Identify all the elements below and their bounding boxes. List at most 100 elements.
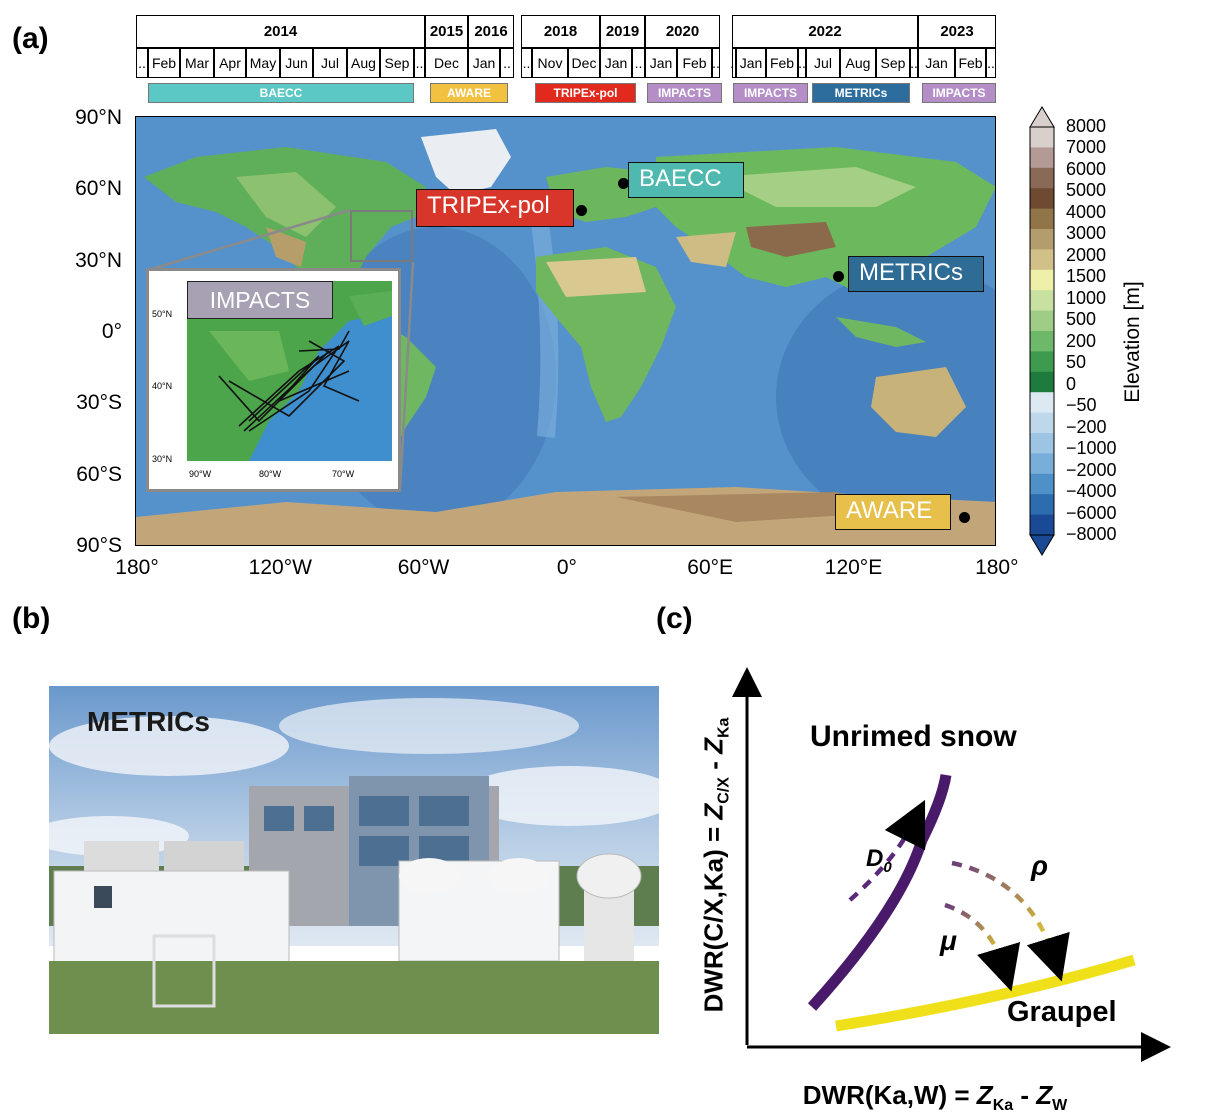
timeline-month-21: .. [730,48,738,78]
colorbar-segment [1030,473,1054,495]
timeline-month-5: Jun [280,48,313,78]
inset-lon-tick-70w: 70°W [332,469,355,479]
panel-label-c: (c) [656,602,693,635]
colorbar-tick-2: 6000 [1066,158,1107,179]
colorbar-tick-3: 5000 [1066,180,1107,201]
colorbar-segment [1030,412,1054,434]
colorbar-tick-16: −2000 [1066,459,1117,480]
timeline-month-24: .. [798,48,806,78]
colorbar-outline [1029,126,1055,536]
ylabel-pre: DWR(C/X,Ka) = [698,819,729,1013]
lat-tick-1: 60°N [75,177,122,201]
timeline-month-25: Jul [806,48,840,78]
xlabel-mid: - [1013,1080,1037,1110]
timeline-month-2: Mar [180,48,214,78]
xlabel-z1: Z [976,1080,993,1110]
timeline-month-4: May [246,48,280,78]
colorbar-tick-17: −4000 [1066,481,1117,502]
timeline-month-28: .. [910,48,918,78]
lon-tick-5: 120°E [824,556,883,579]
colorbar-bottom-extend [1029,534,1055,556]
label-mu: μ [940,925,957,956]
ylabel-mid: - [698,753,729,778]
photo-illustration [49,686,659,1034]
inset-lat-tick-40: 40°N [152,381,173,391]
timeline-month-0: .. [136,48,148,78]
inset-lon-tick-80w: 80°W [259,469,282,479]
timeline-month-26: Aug [840,48,876,78]
inset-connector-lines [147,208,415,491]
timeline-month-8: Sep [380,48,414,78]
colorbar-segment [1030,188,1054,210]
graupel-curve [835,954,1136,1032]
colorbar-segment [1030,371,1054,393]
ylabel-s2: Ka [715,717,733,739]
colorbar-segment [1030,351,1054,373]
lon-tick-2: 60°W [397,556,450,579]
campaign-bar-aware: AWARE [430,83,508,103]
timeline-year-3: 2018 [521,15,600,48]
site-marker-baecc [618,178,629,189]
colorbar-segment [1030,208,1054,230]
timeline-year-5: 2020 [645,15,720,48]
elevation-colorbar [1029,106,1055,556]
lon-tick-4: 60°E [687,556,734,579]
unrimed-snow-curve [807,774,952,1011]
xlabel-s2: W [1052,1097,1068,1115]
colorbar-segment [1030,331,1054,352]
timeline-year-4: 2019 [600,15,645,48]
colorbar-tick-14: −200 [1066,416,1107,437]
site-marker-aware [959,512,970,523]
colorbar-tick-6: 2000 [1066,244,1107,265]
ylabel-z2: Z [698,738,729,754]
lat-tick-3: 0° [101,319,122,343]
label-d0: D0 [866,845,892,876]
colorbar-segment [1030,167,1054,189]
xlabel-z2: Z [1036,1080,1053,1110]
inset-source-box [350,210,413,262]
colorbar-segment [1030,290,1054,312]
campaign-bar-baecc: BAECC [148,83,414,103]
colorbar-segment [1030,453,1054,475]
diagram-y-axis-label: DWR(C/X,Ka) = ZC/X - ZKa [698,718,733,1013]
colorbar-tick-13: −50 [1066,395,1097,416]
timeline-month-1: Feb [148,48,180,78]
timeline-month-3: Apr [214,48,246,78]
metrics-site-photo: METRICs [49,686,659,1034]
timeline-month-20: .. [712,48,720,78]
timeline-month-14: Nov [532,48,568,78]
timeline-month-6: Jul [313,48,347,78]
timeline-month-16: Jan [600,48,632,78]
timeline-year-0: 2014 [136,15,425,48]
diagram-x-axis-label: DWR(Ka,W) = ZKa - ZW [803,1080,1068,1115]
timeline-month-29: Jan [918,48,955,78]
timeline-month-30: Feb [955,48,986,78]
colorbar-tick-0: 8000 [1066,116,1107,136]
colorbar-segment [1030,494,1054,516]
lon-tick-6: 180° [975,556,1019,579]
colorbar-tick-9: 500 [1066,309,1097,330]
lat-tick-5: 60°S [76,462,122,486]
colorbar-tick-8: 1000 [1066,287,1107,308]
ylabel-z1: Z [698,803,729,820]
timeline-month-31: .. [986,48,996,78]
label-unrimed-snow: Unrimed snow [810,720,1017,753]
label-d0-main: D [866,845,884,872]
timeline-year-6: 2022 [732,15,918,48]
site-marker-tripex-pol [576,205,587,216]
colorbar-segment [1030,249,1054,271]
photo-caption: METRICs [87,706,210,737]
panel-label-b: (b) [12,602,51,635]
timeline-year-1: 2015 [425,15,468,48]
label-d0-sub: 0 [883,858,892,876]
colorbar-segment [1030,147,1054,169]
xlabel-pre: DWR(Ka,W) = [802,1080,977,1110]
inset-lat-tick-30: 30°N [152,454,173,464]
timeline-month-17: .. [632,48,645,78]
colorbar-tick-4: 4000 [1066,201,1107,222]
lat-tick-4: 30°S [76,391,122,415]
campaign-bar-tripex-pol: TRIPEx-pol [535,83,636,103]
timeline-month-11: Jan [468,48,500,78]
campaign-bar-impacts: IMPACTS [647,83,722,103]
inset-lat-tick-50: 50°N [152,309,173,319]
